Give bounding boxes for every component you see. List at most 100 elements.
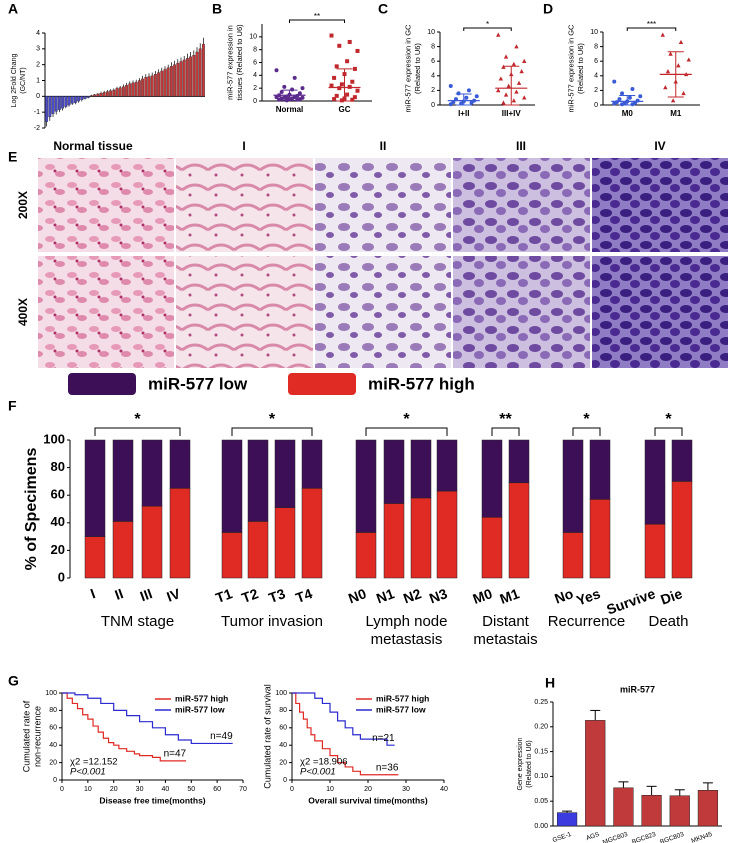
data-point [503,54,509,59]
micrograph [592,158,728,252]
bar [185,58,189,97]
curve-label: n=47 [164,749,187,760]
data-point [469,100,474,105]
bar [83,96,87,99]
legend-label: miR-577 low [175,704,225,714]
data-point [496,88,501,93]
y-axis-label: % of Specimens [23,448,40,571]
y-tick-label: 2 [36,62,40,69]
x-tick-label: 40 [440,786,448,793]
x-tick-label: T2 [239,585,260,606]
survival-curve [292,692,395,746]
data-point [297,91,302,96]
x-tick-label: 10 [326,786,334,793]
y-tick-label: 2 [594,87,598,94]
bar [57,96,61,110]
bar [45,96,49,122]
data-point [352,95,357,100]
data-point [337,86,342,91]
micrograph [176,256,313,368]
data-point [339,98,344,103]
bar-segment [410,497,432,579]
bar [51,96,55,114]
bar [109,90,113,97]
x-tick-label: 50 [187,786,195,793]
x-tick-label: MKN45 [690,831,713,843]
y-tick-label: 8 [253,47,257,54]
group-label: metastasis [371,631,443,648]
legend-label: miR-577 low [376,704,426,714]
y-tick-label: 0 [253,98,257,105]
x-tick-label: Normal [276,105,304,114]
bar [80,96,84,100]
bar [144,77,148,97]
data-point [676,63,681,68]
x-tick-label: M0 [471,585,495,607]
bar [173,64,177,97]
data-point [686,57,691,62]
group-label: Recurrence [548,613,626,630]
column-title: IV [654,139,665,153]
bar-segment [247,521,269,579]
micrograph [176,158,313,252]
y-tick-label: 0 [283,777,287,784]
group-label: Lymph node [365,613,447,630]
y-axis-label: tissues (Related to U6) [235,24,244,101]
legend-label: miR-577 low [148,374,248,393]
y-tick-label: 0 [53,777,57,784]
data-point [334,64,339,69]
x-tick-label: No [552,585,575,606]
y-tick-label: 6 [594,58,598,65]
y-tick-label: 0 [431,102,435,109]
data-point [474,94,479,99]
y-tick-label: -1 [34,109,40,116]
y-tick-label: -2 [34,125,40,132]
y-tick-label: 0 [594,102,598,109]
bar [115,88,119,97]
y-tick-label: 10 [427,29,435,36]
significance-bracket [654,427,683,436]
bar [192,55,196,97]
data-point [352,66,357,71]
x-tick-label: II [113,585,126,603]
y-tick-label: 80 [49,707,57,714]
legend-swatch [68,373,136,395]
y-axis-label: miR-577 expression in [225,25,234,100]
bar [134,81,138,97]
bar-segment [481,517,503,579]
data-point [290,87,295,92]
bar [73,96,77,103]
data-point [329,33,334,38]
bar-segment [274,439,296,508]
bar-segment [274,507,296,579]
y-tick-label: 6 [253,59,257,66]
significance-label: ** [499,411,512,428]
y-tick-label: 40 [279,742,287,749]
y-tick-label: 80 [279,707,287,714]
data-point [660,32,665,37]
y-axis-label: miR-577 expression in GC [566,24,575,113]
data-point [345,59,350,64]
bar-segment [508,439,530,484]
bar [125,85,129,97]
data-point [282,84,287,89]
y-tick-label: 100 [275,690,287,697]
data-point [519,69,524,74]
bar [137,80,141,97]
data-point [630,102,635,107]
bar-segment [671,439,693,482]
legend-label: miR-577 high [175,693,228,703]
bar [77,96,81,102]
x-tick-label: 30 [136,786,144,793]
bar [70,96,74,104]
bar [201,43,205,97]
column-title: Normal tissue [53,139,133,153]
bar [67,96,71,106]
x-tick-label: N3 [427,585,449,606]
bar [150,75,154,97]
y-tick-label: 8 [594,43,598,50]
bar [157,72,161,97]
x-tick-label: N1 [374,585,396,606]
statistic: χ2 =18.906 [300,757,348,768]
sd-bar [281,89,298,101]
